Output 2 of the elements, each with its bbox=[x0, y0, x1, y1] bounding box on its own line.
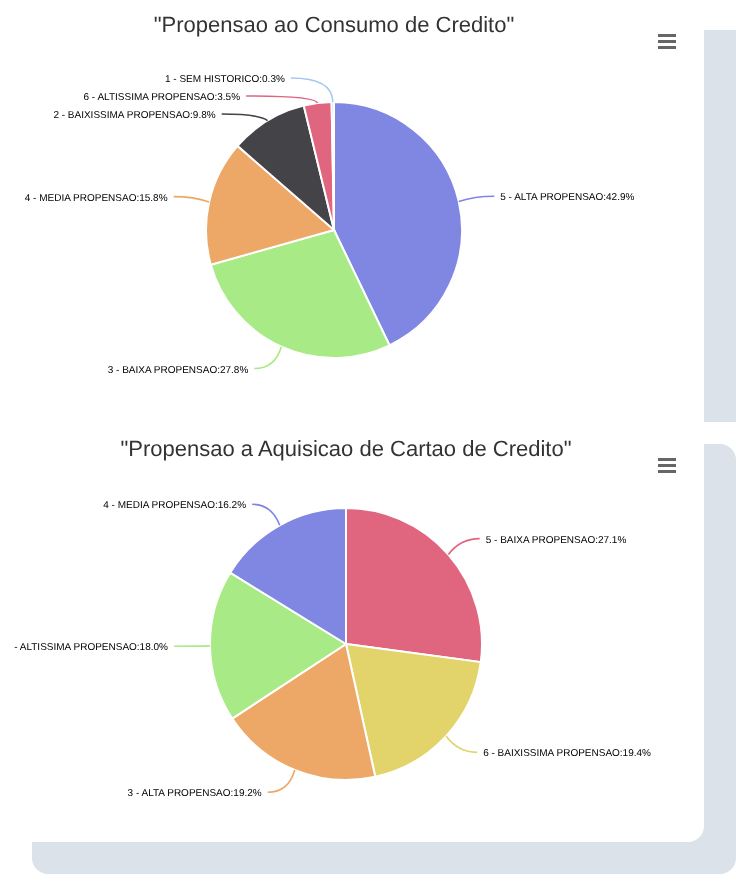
chart-title: "Propensao a Aquisicao de Cartao de Credito" bbox=[120, 438, 572, 462]
chart-title: "Propensao ao Consumo de Credito" bbox=[153, 14, 515, 38]
